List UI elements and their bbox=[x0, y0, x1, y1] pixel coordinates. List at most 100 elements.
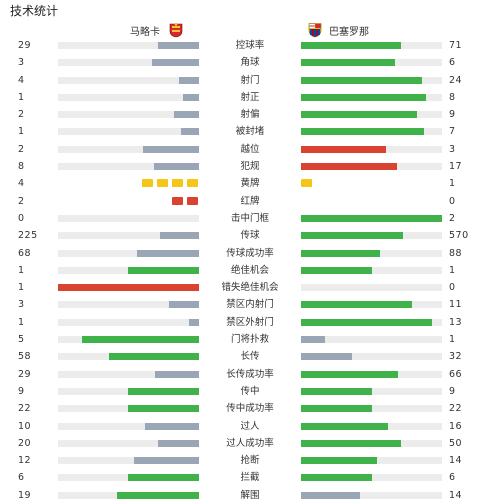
stat-row: 3 禁区内射门 11 bbox=[0, 296, 500, 313]
away-bar-fill bbox=[301, 42, 401, 49]
away-bar-track bbox=[301, 318, 442, 326]
home-bar-fill bbox=[128, 387, 199, 395]
stat-label: 解围 bbox=[240, 489, 260, 501]
away-bar-track bbox=[301, 491, 442, 499]
away-value: 71 bbox=[449, 40, 463, 51]
home-bar-track bbox=[58, 214, 199, 222]
stat-row: 22 传中成功率 22 bbox=[0, 400, 500, 417]
home-bar-track bbox=[58, 336, 199, 344]
away-bar-track bbox=[301, 301, 442, 309]
stat-label: 犯规 bbox=[240, 161, 260, 173]
home-bar-fill bbox=[181, 128, 199, 136]
yellow-card-icon bbox=[172, 179, 183, 188]
home-bar-fill bbox=[128, 474, 199, 482]
away-bar-track bbox=[301, 214, 442, 222]
stat-label: 长传成功率 bbox=[226, 368, 274, 380]
away-bar-fill bbox=[301, 163, 397, 171]
home-value: 8 bbox=[18, 161, 25, 173]
home-bar-track bbox=[58, 318, 199, 326]
away-bar-track bbox=[301, 266, 442, 274]
home-bar-fill bbox=[109, 353, 199, 361]
stat-label: 抢断 bbox=[240, 455, 260, 467]
stat-label: 越位 bbox=[240, 143, 260, 155]
home-bar-track bbox=[58, 387, 199, 395]
away-value: 16 bbox=[449, 420, 463, 432]
home-bar-fill bbox=[82, 336, 199, 344]
stat-row: 9 传中 9 bbox=[0, 383, 500, 400]
stat-label: 传中 bbox=[240, 385, 260, 397]
red-card-icon bbox=[172, 196, 183, 205]
away-bar-fill bbox=[301, 249, 380, 257]
home-team-header[interactable]: 马略卡 bbox=[130, 21, 184, 39]
away-value: 1 bbox=[449, 334, 456, 346]
away-bar-fill bbox=[301, 93, 426, 101]
yellow-card-icon bbox=[187, 179, 198, 188]
home-red-cards bbox=[172, 196, 198, 206]
stat-row: 225 传球 570 bbox=[0, 227, 500, 244]
stat-row: 5 门将扑救 1 bbox=[0, 331, 500, 348]
stat-row: 0 击中门框 2 bbox=[0, 210, 500, 227]
away-bar-track bbox=[301, 336, 442, 344]
away-bar-fill bbox=[301, 491, 360, 499]
home-bar-fill bbox=[160, 232, 199, 240]
stats-list: 29 控球率 71 3 角球 6 4 射门 24 1 射正 8 2 射偏 9 1 被封堵 7 2 越位 3 8 犯规 17 4 黄… bbox=[0, 37, 500, 504]
home-value: 29 bbox=[18, 368, 32, 380]
away-team-header[interactable]: 巴塞罗那 bbox=[307, 21, 369, 39]
away-value: 1 bbox=[449, 178, 456, 190]
away-value: 9 bbox=[449, 385, 456, 397]
home-value: 20 bbox=[18, 437, 32, 449]
stat-row: 1 绝佳机会 1 bbox=[0, 262, 500, 279]
home-bar-fill bbox=[152, 59, 199, 67]
stat-row: 4 射门 24 bbox=[0, 72, 500, 89]
home-bar-track bbox=[58, 439, 199, 447]
home-value: 29 bbox=[18, 40, 32, 51]
stat-row: 4 黄牌 1 bbox=[0, 175, 500, 192]
away-bar-fill bbox=[301, 474, 372, 482]
away-value: 24 bbox=[449, 74, 463, 86]
home-bar-track bbox=[58, 111, 199, 119]
home-bar-fill bbox=[169, 301, 199, 309]
stat-row: 8 犯规 17 bbox=[0, 158, 500, 175]
home-bar-fill bbox=[137, 249, 199, 257]
yellow-card-icon bbox=[301, 179, 312, 188]
away-value: 7 bbox=[449, 126, 456, 138]
stat-row: 12 抢断 14 bbox=[0, 452, 500, 469]
away-bar-track bbox=[301, 370, 442, 378]
home-value: 1 bbox=[18, 264, 25, 276]
home-value: 58 bbox=[18, 351, 32, 363]
home-bar-track bbox=[58, 266, 199, 274]
away-bar-track bbox=[301, 76, 442, 84]
home-bar-fill bbox=[145, 422, 199, 430]
away-value: 14 bbox=[449, 489, 463, 501]
away-bar-track bbox=[301, 42, 442, 49]
home-bar-track bbox=[58, 405, 199, 413]
home-value: 12 bbox=[18, 455, 32, 467]
away-value: 66 bbox=[449, 368, 463, 380]
away-value: 11 bbox=[449, 299, 463, 311]
stat-row: 1 射正 8 bbox=[0, 89, 500, 106]
stat-label: 拦截 bbox=[240, 472, 260, 484]
stat-label: 被封堵 bbox=[235, 126, 265, 138]
mallorca-crest-icon bbox=[168, 22, 184, 38]
home-bar-fill bbox=[128, 405, 199, 413]
page-title: 技术统计 bbox=[10, 4, 59, 18]
home-bar-track bbox=[58, 301, 199, 309]
away-bar-track bbox=[301, 474, 442, 482]
home-value: 4 bbox=[18, 178, 25, 190]
stat-row: 1 禁区外射门 13 bbox=[0, 314, 500, 331]
stat-row: 58 长传 32 bbox=[0, 348, 500, 365]
stat-row: 29 长传成功率 66 bbox=[0, 366, 500, 383]
home-bar-fill bbox=[158, 439, 199, 447]
home-value: 0 bbox=[18, 212, 25, 224]
away-bar-fill bbox=[301, 439, 401, 447]
away-bar-track bbox=[301, 128, 442, 136]
stat-label: 传球成功率 bbox=[226, 247, 274, 259]
away-team-name: 巴塞罗那 bbox=[329, 26, 369, 38]
away-value: 6 bbox=[449, 57, 456, 69]
away-bar-track bbox=[301, 387, 442, 395]
stat-label: 控球率 bbox=[235, 40, 265, 51]
stat-label: 长传 bbox=[240, 351, 260, 363]
stat-label: 射门 bbox=[240, 74, 260, 86]
away-bar-fill bbox=[301, 59, 395, 67]
away-value: 14 bbox=[449, 455, 463, 467]
